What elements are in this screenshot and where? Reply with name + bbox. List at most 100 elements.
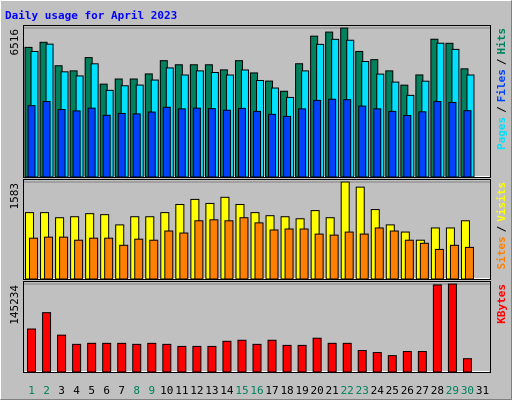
bar [343, 99, 352, 178]
bar [104, 237, 114, 280]
bar [192, 345, 202, 373]
bar [132, 113, 141, 178]
legend-entry: Hits [495, 28, 508, 55]
bar [59, 236, 69, 280]
bar [147, 342, 157, 373]
x-tick-label: 21 [326, 384, 339, 397]
bar [372, 352, 382, 373]
bar [102, 342, 112, 373]
bar [27, 105, 36, 178]
bar [177, 345, 187, 373]
bar [222, 340, 232, 373]
x-tick-label: 8 [133, 384, 140, 397]
bar [447, 283, 457, 373]
x-tick-label: 29 [446, 384, 459, 397]
x-tick-label: 11 [175, 384, 188, 397]
legend-separator: / [495, 225, 508, 232]
bar [162, 343, 172, 373]
bar [297, 344, 307, 373]
bar [44, 236, 54, 280]
bar [132, 343, 142, 373]
legend-entry: Visits [495, 182, 508, 222]
bar [102, 114, 111, 178]
bar [464, 246, 474, 280]
x-tick-label: 30 [461, 384, 474, 397]
bar [373, 108, 382, 178]
x-tick-label: 31 [476, 384, 489, 397]
x-tick-label: 7 [118, 384, 125, 397]
bar [192, 107, 201, 178]
bar [194, 220, 204, 280]
bar [117, 112, 126, 178]
bar [268, 113, 277, 178]
bar [27, 328, 37, 373]
bar [29, 237, 39, 280]
bar [147, 111, 156, 178]
bar [57, 334, 67, 373]
bar [434, 248, 444, 280]
legend-separator: / [495, 106, 508, 113]
bar [298, 108, 307, 178]
y-tick-label: 145234 [8, 285, 21, 325]
bar [57, 109, 66, 178]
legend: Pages / Files / Hits [495, 28, 508, 150]
bar [283, 115, 292, 178]
bar [374, 227, 384, 280]
bar [209, 219, 219, 280]
bar [462, 358, 472, 373]
bar [419, 242, 429, 280]
x-tick-label: 3 [58, 384, 65, 397]
legend-separator: / [495, 58, 508, 65]
bar [134, 238, 144, 280]
bar [388, 110, 397, 178]
bar [357, 350, 367, 373]
x-tick-label: 15 [235, 384, 248, 397]
legend-entry: KBytes [495, 284, 508, 324]
x-tick-label: 22 [341, 384, 354, 397]
bar [327, 342, 337, 373]
bar [224, 220, 234, 280]
x-tick-label: 5 [88, 384, 95, 397]
bar [177, 108, 186, 178]
bar [403, 114, 412, 178]
legend-entry: Sites [495, 236, 508, 269]
bar [254, 222, 264, 280]
x-tick-label: 19 [295, 384, 308, 397]
x-tick-label: 6 [103, 384, 110, 397]
x-tick-label: 24 [371, 384, 385, 397]
bar [222, 109, 231, 178]
y-tick-label: 6516 [8, 29, 21, 56]
bar [313, 99, 322, 178]
bar [312, 337, 322, 373]
bar [358, 105, 367, 178]
bar [432, 284, 442, 373]
x-tick-label: 26 [401, 384, 414, 397]
bar [417, 351, 427, 373]
legend-entry: Files [495, 69, 508, 102]
bar [448, 101, 457, 178]
bar [342, 342, 352, 373]
x-tick-label: 17 [265, 384, 278, 397]
bar [87, 107, 96, 178]
bar [239, 217, 249, 280]
bar [329, 234, 339, 280]
y-tick-label: 1583 [8, 183, 21, 210]
bar [237, 339, 247, 373]
x-tick-label: 12 [190, 384, 203, 397]
x-tick-label: 9 [148, 384, 155, 397]
bar [207, 345, 217, 373]
bar [87, 342, 97, 373]
bar [267, 339, 277, 373]
bar [119, 244, 129, 280]
bar [89, 237, 99, 280]
x-tick-label: 4 [73, 384, 80, 397]
bar [42, 312, 52, 373]
legend: KBytes [495, 284, 508, 324]
x-tick-label: 1 [28, 384, 35, 397]
x-tick-label: 23 [356, 384, 369, 397]
x-tick-label: 27 [416, 384, 429, 397]
legend: Sites / Visits [495, 182, 508, 270]
bar [149, 239, 159, 280]
